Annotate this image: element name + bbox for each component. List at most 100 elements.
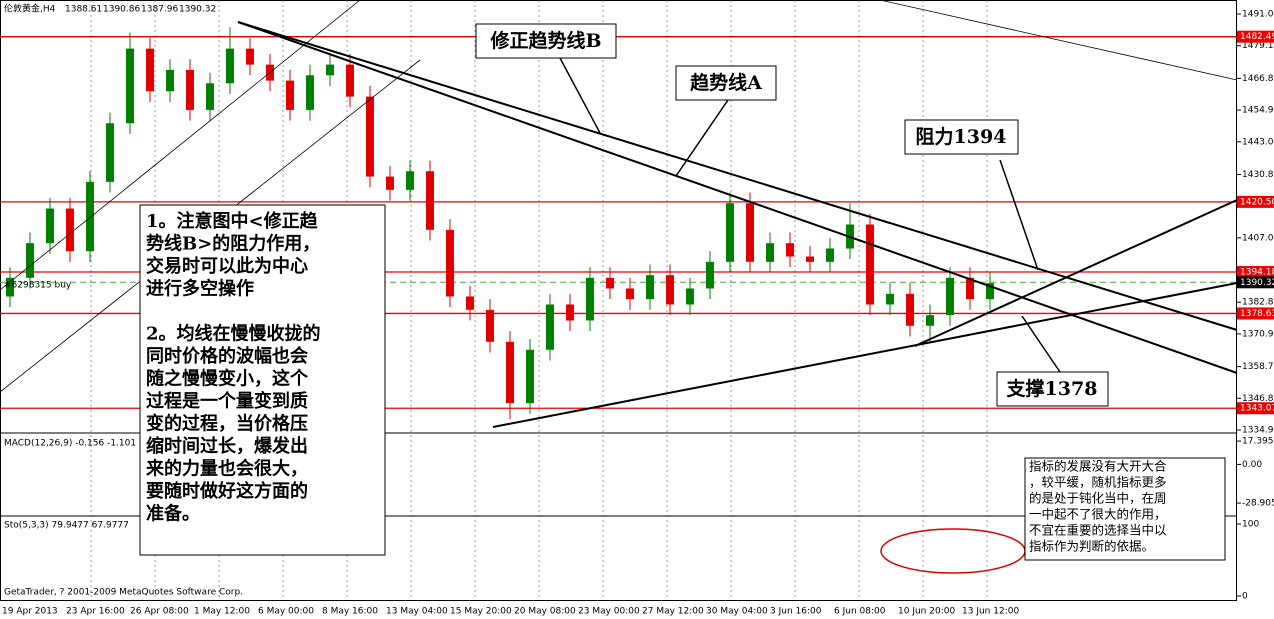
note-text: 要随时做好这方面的 — [146, 480, 308, 502]
note-text: 变的过程，当价格压 — [146, 413, 308, 435]
candle-body — [806, 256, 814, 262]
channel-line — [0, 0, 361, 291]
candle-body — [166, 69, 174, 92]
x-tick-label: 8 May 16:00 — [322, 607, 378, 617]
trendline-b — [237, 21, 1238, 331]
candle-body — [106, 123, 114, 182]
candle-body — [526, 349, 534, 404]
note-text: 进行多空操作 — [146, 278, 254, 300]
candle-body — [826, 248, 834, 262]
note-text: 来的力量也会很大， — [145, 458, 308, 480]
note-text: 指标作为判断的依据。 — [1029, 539, 1154, 554]
candle-body — [86, 181, 94, 252]
annotation: 阻力1394 — [916, 125, 1007, 148]
candle-body — [246, 48, 254, 65]
candle-body — [946, 277, 954, 316]
candle-body — [346, 64, 354, 97]
level-tag — [1237, 266, 1274, 279]
copyright: GetaTrader, ? 2001-2009 MetaQuotes Softw… — [4, 588, 243, 598]
annotation: 修正趋势线B — [489, 29, 601, 52]
y-tick-label: 1454.95 — [1242, 106, 1274, 116]
candle-body — [566, 304, 574, 321]
annotation: 支撑1378 — [1006, 377, 1098, 400]
x-tick-label: 19 Apr 2013 — [2, 607, 58, 617]
candle-body — [206, 83, 214, 110]
note-text: 势线B>的阻力作用， — [146, 233, 320, 255]
label-box — [475, 23, 617, 59]
candle-body — [866, 224, 874, 305]
level-tag — [1237, 402, 1274, 415]
y-tick-label: 0.00 — [1242, 460, 1262, 470]
note-text: 指标的发展没有大开大合 — [1029, 459, 1167, 474]
note-text: 缩时间过长，爆发出 — [146, 435, 308, 457]
candle-body — [986, 283, 994, 300]
support-line — [492, 282, 1238, 428]
label-box — [904, 119, 1019, 155]
candle-body — [146, 48, 154, 92]
level-label: 1378.63 — [1240, 309, 1274, 319]
candle-body — [586, 277, 594, 321]
level-label: 1482.49 — [1240, 32, 1274, 42]
x-tick-label: 6 May 00:00 — [258, 607, 314, 617]
candle-body — [6, 277, 14, 297]
y-tick-label: 1346.80 — [1242, 394, 1274, 404]
ohlc: 1388.61 — [65, 5, 102, 15]
x-tick-label: 15 May 20:00 — [450, 607, 512, 617]
x-tick-label: 26 Apr 08:00 — [130, 607, 189, 617]
candle-body — [286, 80, 294, 110]
candle-body — [926, 315, 934, 326]
candle-body — [446, 229, 454, 297]
label-box — [996, 371, 1109, 407]
candle-body — [646, 275, 654, 300]
note-text: 的是处于钝化当中，在周 — [1029, 491, 1167, 506]
candle-body — [366, 96, 374, 177]
x-tick-label: 27 May 12:00 — [642, 607, 704, 617]
y-tick-label: 1491.00 — [1242, 9, 1274, 19]
candle-body — [306, 75, 314, 110]
candle-body — [626, 288, 634, 300]
x-tick-label: 23 Apr 16:00 — [66, 607, 125, 617]
level-tag — [1237, 30, 1274, 43]
support-line — [914, 199, 1238, 347]
note-text: 2。均线在慢慢收拢的 — [146, 323, 321, 345]
candle-body — [66, 208, 74, 252]
ohlc: 1390.86 — [103, 5, 140, 15]
note-text: 一中起不了很大的作用， — [1029, 507, 1167, 522]
candle-body — [706, 261, 714, 289]
x-tick-label: 20 May 08:00 — [514, 607, 576, 617]
level-tag — [1237, 307, 1274, 320]
y-tick-label: 1443.05 — [1242, 137, 1274, 147]
channel-line — [879, 0, 1238, 81]
x-tick-label: 10 Jun 20:00 — [898, 607, 955, 617]
level-tag — [1237, 195, 1274, 208]
note-text: 不宜在重要的选择当中以 — [1029, 523, 1167, 538]
y-tick-label: 100 — [1242, 519, 1259, 529]
y-tick-label: 0 — [1242, 591, 1248, 601]
candle-body — [906, 293, 914, 326]
candle-body — [466, 296, 474, 310]
candle-body — [506, 341, 514, 404]
candle-body — [186, 69, 194, 110]
x-tick-label: 1 May 12:00 — [194, 607, 250, 617]
candle-body — [226, 48, 234, 84]
y-tick-label: 1370.95 — [1242, 329, 1274, 339]
level-label: 1394.18 — [1240, 268, 1274, 278]
candle-body — [886, 293, 894, 305]
bid-label: 1390.32 — [1240, 278, 1274, 288]
note-text: 过程是一个量变到质 — [146, 390, 308, 412]
y-tick-label: 1479.10 — [1242, 41, 1274, 51]
note-box — [1024, 457, 1226, 561]
annotation: 趋势线A — [690, 71, 762, 94]
candle-body — [666, 275, 674, 305]
y-tick-label: 1407.00 — [1242, 233, 1274, 243]
x-tick-label: 6 Jun 08:00 — [834, 607, 886, 617]
candle-body — [546, 304, 554, 350]
level-label: 1343.07 — [1240, 404, 1274, 414]
candle-body — [746, 203, 754, 262]
note-text: 准备。 — [146, 503, 200, 525]
y-tick-label: 1430.80 — [1242, 170, 1274, 180]
x-tick-label: 13 May 04:00 — [386, 607, 448, 617]
macd-label: MACD(12,26,9) -0.156 -1.101 — [4, 439, 136, 449]
y-tick-label: -28.905 — [1242, 499, 1274, 509]
